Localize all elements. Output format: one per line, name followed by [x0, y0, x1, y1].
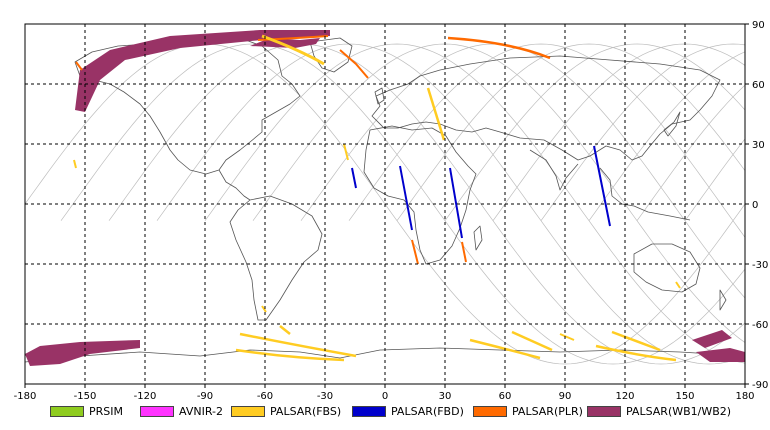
swath-plr-4: [411, 239, 419, 265]
tick-label-lat: 90: [752, 20, 765, 31]
swath-plr-6: [75, 61, 83, 71]
axis-ticks: [24, 23, 749, 388]
swath-fbs-5: [279, 325, 291, 335]
tick-label-lon: 120: [615, 391, 634, 402]
orbit-track: [540, 43, 745, 221]
coast-australia: [633, 243, 701, 293]
coast-newzealand: [719, 289, 727, 311]
coast-japan: [663, 111, 681, 137]
legend-swatch-palsar-fbs: [231, 405, 265, 417]
legend-label-palsar-wb: PALSAR(WB1/WB2): [626, 404, 732, 418]
swath-plr-3: [447, 36, 551, 60]
tick-label-lon: 90: [559, 391, 572, 402]
swath-fbs-12: [611, 330, 661, 352]
swath-fbs-3: [343, 143, 349, 161]
orbit-track: [492, 43, 745, 221]
tick-label-lon: 60: [499, 391, 512, 402]
coast-south-america: [229, 195, 323, 321]
legend-item-avnir2: AVNIR-2: [140, 402, 223, 420]
coast-india: [529, 149, 579, 191]
legend-swatch-palsar-wb: [587, 405, 621, 417]
tick-label-lat: 30: [752, 140, 765, 151]
tick-label-lat: 60: [752, 80, 765, 91]
swath-fbs-6: [239, 332, 357, 358]
swath-fbs-10: [559, 333, 575, 341]
legend-label-palsar-fbd: PALSAR(FBD): [391, 404, 464, 418]
legend-item-palsar-wb: PALSAR(WB1/WB2): [587, 402, 731, 420]
orbit-track: [588, 51, 745, 221]
coast-madagascar: [473, 225, 483, 251]
legend-swatch-avnir2: [140, 405, 174, 417]
legend-label-palsar-fbs: PALSAR(FBS): [270, 404, 342, 418]
lat-lon-grid: [25, 24, 745, 384]
swath-fbs-9: [511, 330, 553, 352]
swath-plr-2: [339, 49, 369, 79]
legend-swatch-palsar-fbd: [352, 405, 386, 417]
swath-fbd-2: [399, 165, 413, 231]
swath-wb-northamerica-1: [75, 30, 330, 112]
tick-label-lon: 180: [735, 391, 754, 402]
swath-wb-antarctica-2: [692, 330, 732, 348]
swath-fbs-13: [73, 159, 77, 169]
swath-fbd-4: [593, 145, 611, 227]
swath-wb-antarctica-1: [25, 340, 140, 366]
tick-label-lon: -30: [317, 391, 333, 402]
legend-swatch-prsim: [50, 405, 84, 417]
swath-wb-antarctica-3: [696, 348, 745, 362]
tick-label-lon: 150: [675, 391, 694, 402]
legend-swatch-palsar-plr: [473, 405, 507, 417]
orbit-track: [396, 43, 745, 221]
coast-central-america: [218, 169, 251, 201]
tick-label-lat: 0: [752, 200, 758, 211]
swath-fbs-11: [595, 344, 677, 362]
tick-label-lat: -90: [752, 380, 768, 391]
legend-label-avnir2: AVNIR-2: [179, 404, 223, 418]
swath-fbd-1: [351, 167, 357, 189]
legend-label-palsar-plr: PALSAR(PLR): [512, 404, 583, 418]
legend-label-prsim: PRSIM: [89, 404, 123, 418]
tick-label-lon: -60: [257, 391, 273, 402]
legend-item-prsim: PRSIM: [50, 402, 123, 420]
legend-item-palsar-fbs: PALSAR(FBS): [231, 402, 341, 420]
tick-label-lon: 0: [382, 391, 388, 402]
tick-label-lat: -60: [752, 320, 768, 331]
tick-label-lon: -90: [197, 391, 213, 402]
swath-fbs-7: [235, 348, 345, 362]
axis-tick-labels: -180 -150 -120 -90 -60 -30 0 30 60 90 120 150 180 90 6…: [14, 20, 769, 402]
coast-uk: [374, 87, 385, 105]
swath-fbs-14: [675, 281, 681, 289]
legend: PRSIM AVNIR-2 PALSAR(FBS) PALSAR(FBD) PA…: [0, 402, 770, 420]
legend-item-palsar-plr: PALSAR(PLR): [473, 402, 583, 420]
tick-label-lon: 30: [439, 391, 452, 402]
tick-label-lon: -120: [134, 391, 157, 402]
orbit-track: [444, 43, 745, 221]
swath-fbs-4: [261, 305, 267, 313]
tick-label-lat: -30: [752, 260, 768, 271]
swath-fbs-1: [261, 34, 325, 66]
coverage-swaths: [25, 30, 745, 366]
tick-label-lon: -180: [14, 391, 37, 402]
swath-fbs-2: [426, 87, 446, 141]
legend-item-palsar-fbd: PALSAR(FBD): [352, 402, 464, 420]
swath-fbd-3: [449, 167, 463, 239]
swath-plr-5: [461, 241, 467, 263]
swath-plr-1: [257, 35, 329, 41]
coast-southeast-asia: [599, 167, 691, 221]
tick-label-lon: -150: [74, 391, 97, 402]
coast-europe: [371, 55, 721, 161]
swath-fbs-8: [469, 338, 541, 360]
